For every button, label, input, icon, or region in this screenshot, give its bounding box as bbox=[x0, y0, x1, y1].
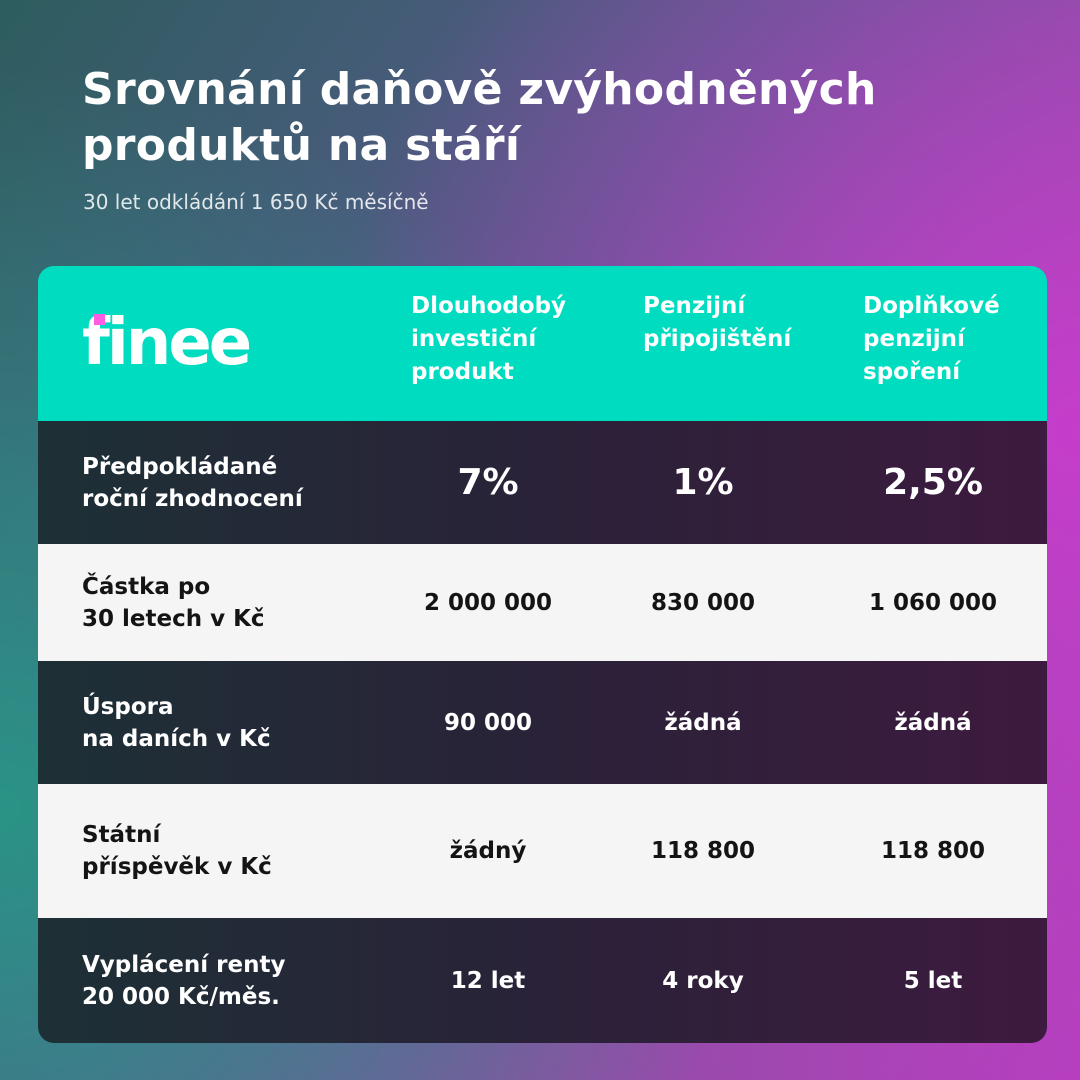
table-row-annual-return: Předpokládané roční zhodnocení 7% 1% 2,5… bbox=[38, 421, 1047, 544]
table-cell: 5 let bbox=[903, 967, 963, 994]
table-cell: 118 800 bbox=[650, 838, 756, 864]
finee-logo: finee bbox=[82, 308, 252, 378]
row-label: Úspora na daních v Kč bbox=[82, 693, 271, 752]
table-cell: 830 000 bbox=[650, 589, 756, 616]
table-cell: 12 let bbox=[450, 967, 526, 994]
table-row-amount-after-30-years: Částka po 30 letech v Kč 2 000 000 830 0… bbox=[38, 544, 1047, 661]
row-label: Vyplácení renty 20 000 Kč/měs. bbox=[82, 951, 286, 1010]
logo-text: finee bbox=[82, 306, 252, 380]
row-label: Částka po 30 letech v Kč bbox=[82, 573, 265, 632]
comparison-table: finee Dlouhodobý investiční produkt Penz… bbox=[38, 266, 1047, 1043]
table-row-tax-savings: Úspora na daních v Kč 90 000 žádná žádná bbox=[38, 661, 1047, 784]
column-header-supplementary-savings: Doplňkové penzijní spoření bbox=[863, 293, 1000, 385]
page-subtitle: 30 let odkládání 1 650 Kč měsíčně bbox=[83, 190, 429, 214]
table-cell: 2 000 000 bbox=[423, 589, 553, 616]
table-row-state-contribution: Státní příspěvěk v Kč žádný 118 800 118 … bbox=[38, 784, 1047, 918]
table-cell: 1 060 000 bbox=[868, 589, 998, 616]
table-cell: 7% bbox=[457, 462, 519, 503]
table-cell: žádný bbox=[449, 838, 527, 864]
column-header-pension-insurance: Penzijní připojištění bbox=[643, 293, 792, 352]
row-label: Státní příspěvěk v Kč bbox=[82, 822, 272, 880]
column-header-investment: Dlouhodobý investiční produkt bbox=[411, 293, 567, 385]
row-label: Předpokládané roční zhodnocení bbox=[82, 453, 303, 512]
table-cell: žádná bbox=[894, 709, 972, 736]
table-row-annuity-payout: Vyplácení renty 20 000 Kč/měs. 12 let 4 … bbox=[38, 918, 1047, 1043]
table-cell: 90 000 bbox=[443, 709, 533, 736]
page-title: Srovnání daňově zvýhodněných produktů na… bbox=[82, 64, 877, 171]
table-cell: 4 roky bbox=[662, 967, 744, 994]
table-cell: 1% bbox=[672, 462, 734, 503]
table-cell: 2,5% bbox=[883, 462, 983, 503]
table-cell: žádná bbox=[664, 709, 742, 736]
table-cell: 118 800 bbox=[880, 838, 986, 864]
table-header-row: finee Dlouhodobý investiční produkt Penz… bbox=[38, 266, 1047, 421]
logo-dot-icon bbox=[94, 314, 105, 325]
